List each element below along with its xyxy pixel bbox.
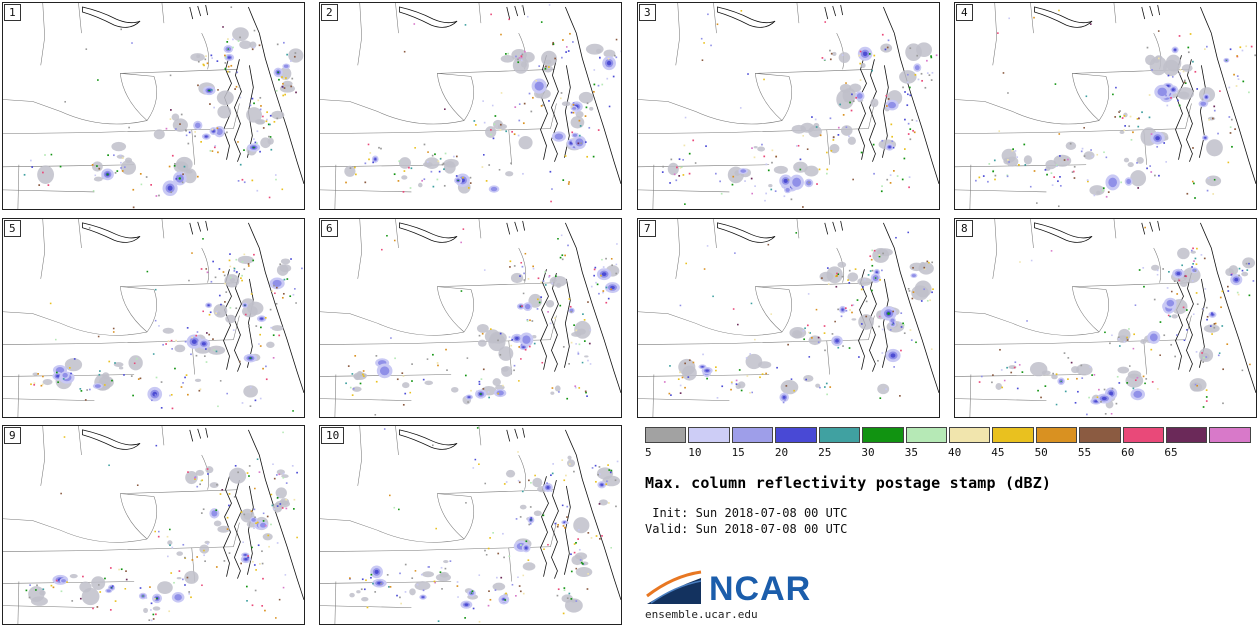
reflectivity-map (3, 3, 304, 209)
legend-block: 5 10 15 20 25 30 35 40 45 50 55 60 65 Max. column re… (645, 427, 1251, 621)
reflectivity-map (638, 219, 939, 417)
ncar-logo: NCAR (645, 566, 1251, 606)
colorbar-tick: 40 (948, 446, 962, 459)
colorbar-tick-labels: 5 10 15 20 25 30 35 40 45 50 55 60 65 (645, 446, 1251, 462)
colorbar-tick: 30 (861, 446, 875, 459)
colorbar-segment (645, 427, 687, 443)
reflectivity-map (955, 3, 1256, 209)
colorbar-segment (688, 427, 730, 443)
colorbar-segment (1166, 427, 1208, 443)
colorbar-segment (992, 427, 1034, 443)
colorbar-tick: 55 (1077, 446, 1092, 459)
panel-number-label: 5 (4, 220, 21, 237)
reflectivity-map (3, 426, 304, 624)
ensemble-member-panel: 2 (319, 2, 622, 210)
colorbar-segment (1209, 427, 1251, 443)
colorbar-tick: 10 (688, 446, 702, 459)
website-text: ensemble.ucar.edu (645, 608, 758, 621)
colorbar-tick: 35 (904, 446, 918, 459)
valid-time: Valid: Sun 2018-07-08 00 UTC (645, 522, 848, 536)
colorbar-segment (1079, 427, 1121, 443)
colorbar-segment (818, 427, 861, 443)
colorbar-tick: 50 (1034, 446, 1048, 459)
panel-number-label: 8 (956, 220, 973, 237)
reflectivity-colorbar (645, 427, 1251, 443)
colorbar-tick: 45 (991, 446, 1005, 459)
colorbar-tick: 25 (818, 446, 832, 459)
ensemble-member-panel: 5 (2, 218, 305, 418)
ensemble-member-panel: 9 (2, 425, 305, 625)
ensemble-member-panel: 4 (954, 2, 1257, 210)
reflectivity-map (3, 219, 304, 417)
panel-number-label: 3 (639, 4, 656, 21)
reflectivity-map (320, 426, 621, 624)
ncar-swoosh-icon (646, 570, 702, 604)
ensemble-member-panel: 6 (319, 218, 622, 418)
panel-number-label: 1 (4, 4, 21, 21)
colorbar-segment (731, 427, 774, 443)
panel-number-label: 7 (639, 220, 656, 237)
ensemble-member-panel: 7 (637, 218, 940, 418)
colorbar-tick: 60 (1121, 446, 1135, 459)
ncar-logo-text: NCAR (709, 570, 812, 608)
panel-number-label: 4 (956, 4, 973, 21)
colorbar-segment (1035, 427, 1078, 443)
panel-number-label: 9 (4, 427, 21, 444)
colorbar-segment (775, 427, 817, 443)
colorbar-tick: 65 (1164, 446, 1178, 459)
reflectivity-map (955, 219, 1256, 417)
panel-number-label: 10 (321, 427, 345, 444)
colorbar-segment (862, 427, 904, 443)
colorbar-tick: 15 (731, 446, 745, 459)
colorbar-tick: 20 (774, 446, 789, 459)
colorbar-segment (1122, 427, 1165, 443)
ensemble-member-panel: 8 (954, 218, 1257, 418)
colorbar-segment (905, 427, 947, 443)
ensemble-member-panel: 1 (2, 2, 305, 210)
panel-number-label: 6 (321, 220, 338, 237)
figure-title: Max. column reflectivity postage stamp (… (645, 474, 1052, 492)
panel-number-label: 2 (321, 4, 338, 21)
colorbar-tick: 5 (645, 446, 652, 459)
ensemble-member-panel: 3 (637, 2, 940, 210)
reflectivity-map (638, 3, 939, 209)
reflectivity-map (320, 219, 621, 417)
reflectivity-map (320, 3, 621, 209)
init-time: Init: Sun 2018-07-08 00 UTC (645, 506, 848, 520)
ensemble-member-panel: 10 (319, 425, 622, 625)
colorbar-segment (948, 427, 991, 443)
